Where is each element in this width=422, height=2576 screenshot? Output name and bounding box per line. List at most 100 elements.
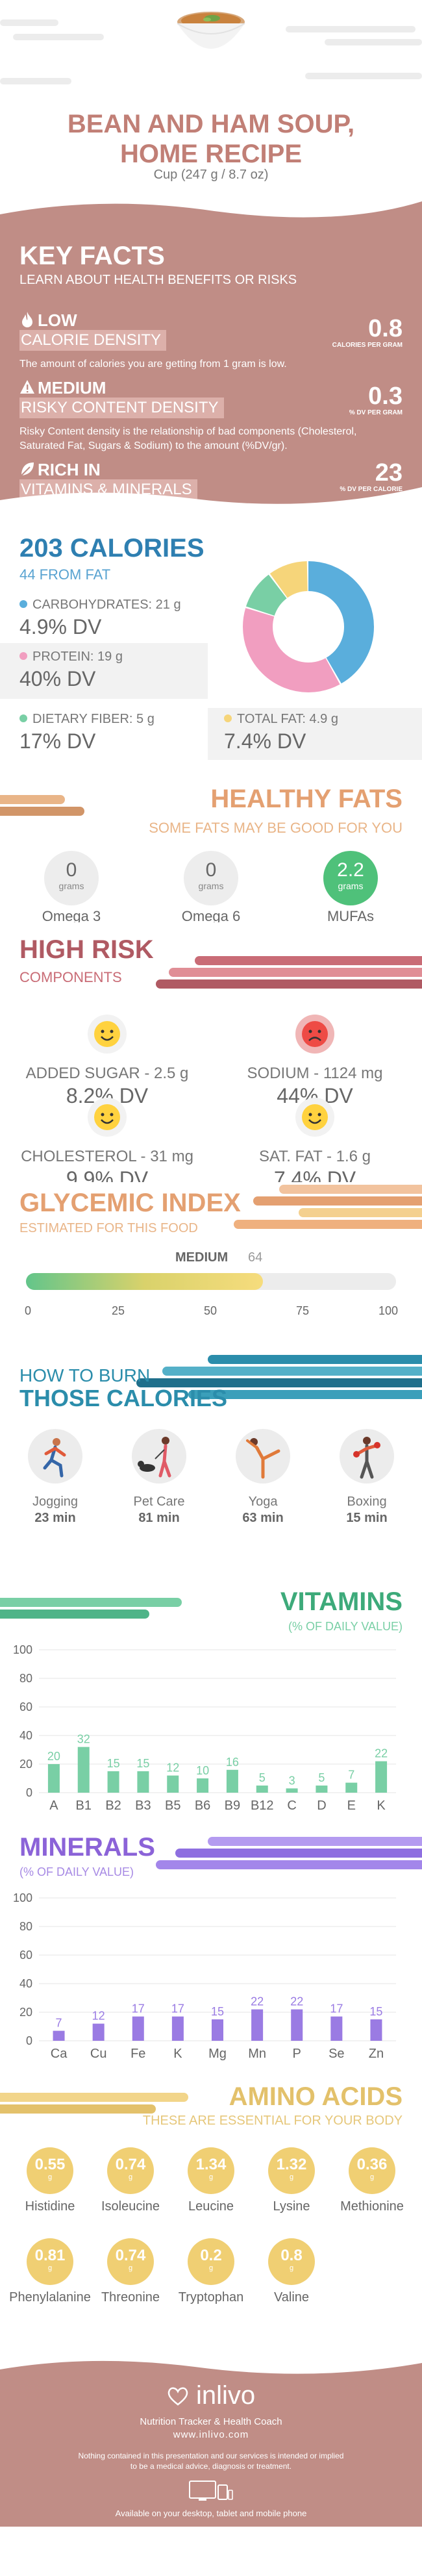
mineral-category-label: Se [329,2047,344,2061]
heart-icon [168,2387,188,2406]
amino-circle: 0.55 g [27,2147,73,2194]
footer: inlivo Nutrition Tracker & Health Coach … [0,2350,422,2527]
y-tick-label: 20 [19,2006,32,2019]
minerals-subtitle: (% OF DAILY VALUE) [19,1865,134,1878]
macro-carbohydrates: CARBOHYDRATES: 21 g 4.9% DV [19,598,181,639]
amino-unit: g [369,2173,375,2181]
fat-unit: grams [338,881,364,891]
risk-cholesterol: CHOLESTEROL - 31 mg 9.9% DV [13,1096,201,1182]
amino-value: 0.2 [200,2247,222,2264]
vitamin-bar-E [345,1782,358,1793]
amino-methionine: 0.36 g Methionine [330,2147,414,2214]
activity-minutes: 81 min [138,1511,180,1525]
mineral-category-label: Fe [130,2047,145,2061]
key-fact-band: CALORIE DENSITY [19,330,167,351]
y-tick-label: 0 [26,2034,32,2047]
key-fact-description: Risky Content density is the relationshi… [19,426,357,451]
mineral-value-label: 22 [290,1995,303,2008]
carbohydrates-dot [19,600,27,608]
activity-label: Yoga [248,1495,278,1509]
vitamin-value-label: 15 [107,1757,120,1770]
amino-label: Valine [273,2290,310,2305]
decorative-band [0,643,208,699]
key-fact-unit: % DV PER CALORIE [340,486,403,493]
vitamin-category-label: B2 [105,1799,121,1813]
key-fact-value: 0.3 % DV PER GRAM [349,383,403,416]
macro-protein: PROTEIN: 19 g 40% DV [19,650,123,691]
decorative-dash [305,73,422,79]
amino-label: Lysine [273,2199,310,2214]
vitamin-bar-K [375,1761,388,1793]
flame-icon [22,312,32,327]
y-tick-label: 60 [19,1700,32,1713]
vitamin-category-label: K [377,1799,386,1813]
activity-minutes: 15 min [346,1511,388,1525]
risk-added-sugar: ADDED SUGAR - 2.5 g 8.2% DV [13,1013,201,1108]
fat-mufas: 2.2 grams MUFAs [302,851,399,922]
healthy-fats-subtitle: SOME FATS MAY BE GOOD FOR YOU [149,820,403,836]
key-fact-number: 0.8 [368,315,403,342]
macro-label: CARBOHYDRATES: 21 g [32,598,181,612]
activity-label: Boxing [347,1495,387,1509]
vitamin-value-label: 32 [77,1733,90,1746]
amino-histidine: 0.55 g Histidine [8,2147,92,2214]
vitamin-bar-B12 [256,1786,268,1793]
fat-circle: 0 grams [184,851,238,905]
amino-circle: 1.32 g [268,2147,315,2194]
calories-title: 203 CALORIES [19,534,205,562]
fat-label: Omega 6 [181,908,241,922]
amino-label: Isoleucine [101,2199,160,2214]
disclaimer-line-2: to be a medical advice, diagnosis or tre… [130,2462,292,2471]
jogging-icon [28,1429,82,1484]
amino-value: 0.74 [115,2247,146,2264]
mineral-bar-Mg [212,2019,223,2041]
decorative-stripes [0,795,84,816]
vitamin-value-label: 16 [226,1756,239,1769]
macro-total-fat: TOTAL FAT: 4.9 g 7.4% DV [224,712,338,753]
mineral-value-label: 7 [56,2017,62,2030]
mineral-category-label: P [293,2047,301,2061]
burn-calories-section: HOW TO BURN THOSE CALORIES Jogging 23 mi… [0,1351,422,1578]
amino-lysine: 1.32 g Lysine [249,2147,334,2214]
macro-dv: 40% DV [19,667,96,690]
macro-label: TOTAL FAT: 4.9 g [237,712,338,726]
amino-circle: 0.8 g [268,2238,315,2285]
vitamin-value-label: 7 [348,1769,354,1782]
amino-value: 1.32 [276,2156,307,2173]
vitamins-title: VITAMINS [280,1587,403,1616]
leaf-icon [21,462,34,476]
decorative-stripes [156,956,422,989]
y-tick-label: 20 [19,1758,32,1771]
recipe-title: BEAN AND HAM SOUP, HOME RECIPE [0,109,422,169]
activity-jogging: Jogging 23 min [6,1428,104,1526]
decorative-band [208,708,422,760]
glycemic-level: MEDIUM [175,1250,229,1265]
decorative-stripes [234,1185,422,1229]
mineral-bar-Mn [251,2009,264,2041]
amino-leucine: 1.34 g Leucine [169,2147,253,2214]
vitamin-bar-B9 [226,1769,238,1793]
decorative-stripes [0,2093,188,2114]
key-fact-number: 0.3 [368,383,403,410]
vitamin-bar-B1 [77,1747,90,1793]
healthy-fats-section: HEALTHY FATS SOME FATS MAY BE GOOD FOR Y… [0,766,422,922]
brand-website-link[interactable]: www.inlivo.com [173,2429,249,2440]
y-tick-label: 0 [26,1786,32,1799]
brand-name: inlivo [195,2381,256,2410]
glycemic-gauge-fill [26,1273,263,1290]
amino-circle: 1.34 g [188,2147,234,2194]
dietary-fiber-dot [19,714,27,722]
wave-divider [0,487,422,520]
vitamin-value-label: 12 [166,1762,179,1774]
mineral-value-label: 22 [251,1995,264,2008]
decorative-dash [13,34,104,40]
amino-label: Histidine [25,2199,75,2214]
decorative-dash [0,78,71,84]
vitamin-bar-D [316,1786,328,1793]
fat-omega-3: 0 grams Omega 3 [23,851,120,922]
vitamin-value-label: 22 [375,1747,388,1760]
mineral-bar-Zn [370,2019,382,2041]
y-tick-label: 60 [19,1949,32,1962]
brand-logo[interactable]: inlivo [0,2381,422,2410]
mineral-category-label: Zn [369,2047,384,2061]
